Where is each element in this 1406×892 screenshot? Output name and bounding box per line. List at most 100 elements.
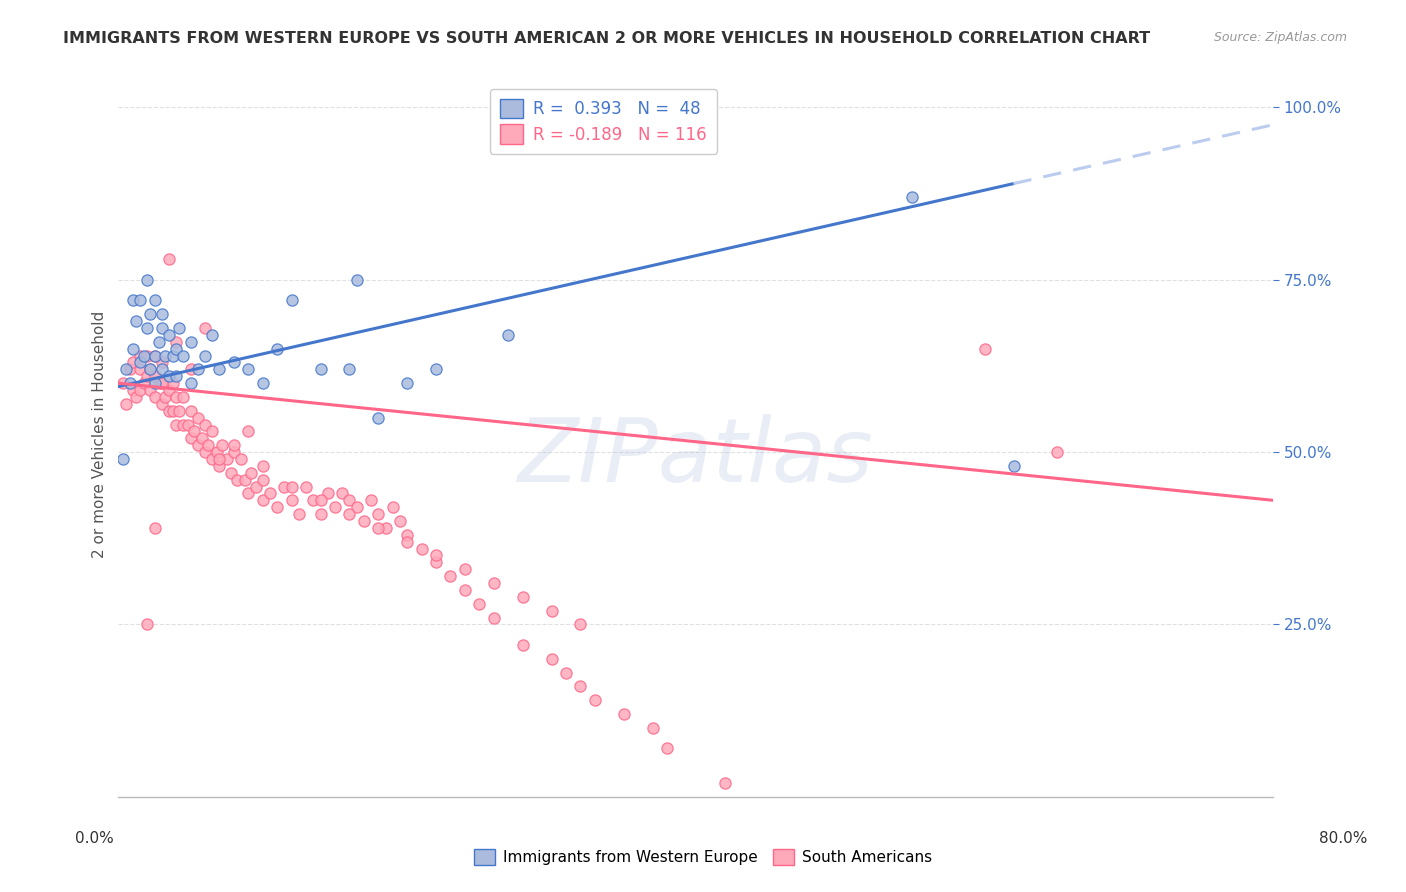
Point [266, 342, 288, 356]
Point [118, 376, 141, 391]
Point [111, 452, 134, 467]
Point [569, 680, 592, 694]
Point [194, 321, 217, 335]
Point [129, 293, 152, 308]
Point [136, 369, 159, 384]
Point [150, 321, 173, 335]
Point [139, 383, 162, 397]
Point [194, 417, 217, 432]
Point [205, 445, 228, 459]
Point [222, 355, 245, 369]
Text: Source: ZipAtlas.com: Source: ZipAtlas.com [1213, 31, 1347, 45]
Point [396, 534, 419, 549]
Point [129, 362, 152, 376]
Point [468, 597, 491, 611]
Point [388, 514, 411, 528]
Point [134, 376, 156, 391]
Point [367, 507, 389, 521]
Point [125, 390, 148, 404]
Point [613, 706, 636, 721]
Point [309, 362, 332, 376]
Point [901, 190, 924, 204]
Point [225, 473, 247, 487]
Point [208, 362, 231, 376]
Point [157, 252, 180, 266]
Point [157, 383, 180, 397]
Point [360, 493, 382, 508]
Point [973, 342, 995, 356]
Point [187, 362, 209, 376]
Point [165, 390, 187, 404]
Point [153, 349, 176, 363]
Point [512, 638, 534, 652]
Point [165, 334, 187, 349]
Point [240, 466, 263, 480]
Point [177, 417, 200, 432]
Point [238, 362, 260, 376]
Point [139, 362, 162, 376]
Point [396, 376, 419, 391]
Point [162, 376, 184, 391]
Point [162, 349, 184, 363]
Point [309, 493, 332, 508]
Point [165, 342, 187, 356]
Point [122, 342, 145, 356]
Point [439, 569, 461, 583]
Point [180, 403, 202, 417]
Point [167, 403, 190, 417]
Point [252, 458, 274, 473]
Legend: R =  0.393   N =  48, R = -0.189   N = 116: R = 0.393 N = 48, R = -0.189 N = 116 [491, 88, 717, 153]
Point [231, 452, 253, 467]
Point [330, 486, 353, 500]
Point [540, 652, 562, 666]
Point [353, 514, 375, 528]
Point [482, 610, 505, 624]
Point [201, 425, 224, 439]
Point [346, 500, 368, 515]
Point [157, 403, 180, 417]
Point [194, 445, 217, 459]
Point [238, 486, 260, 500]
Point [367, 410, 389, 425]
Point [339, 507, 361, 521]
Point [288, 507, 311, 521]
Point [222, 445, 245, 459]
Point [367, 521, 389, 535]
Point [411, 541, 433, 556]
Point [134, 349, 156, 363]
Point [374, 521, 396, 535]
Point [309, 507, 332, 521]
Point [139, 307, 162, 321]
Point [266, 500, 288, 515]
Point [114, 362, 136, 376]
Point [280, 293, 302, 308]
Point [259, 486, 281, 500]
Point [425, 549, 447, 563]
Point [150, 355, 173, 369]
Point [157, 369, 180, 384]
Point [136, 321, 159, 335]
Point [346, 273, 368, 287]
Point [425, 362, 447, 376]
Point [245, 479, 267, 493]
Point [339, 362, 361, 376]
Point [252, 376, 274, 391]
Point [211, 438, 233, 452]
Point [162, 403, 184, 417]
Point [143, 376, 166, 391]
Point [157, 327, 180, 342]
Point [222, 438, 245, 452]
Point [252, 493, 274, 508]
Point [512, 590, 534, 604]
Point [172, 390, 194, 404]
Point [280, 493, 302, 508]
Point [201, 327, 224, 342]
Point [201, 452, 224, 467]
Point [180, 362, 202, 376]
Text: 80.0%: 80.0% [1319, 831, 1367, 847]
Point [180, 431, 202, 445]
Point [150, 362, 173, 376]
Point [238, 425, 260, 439]
Point [148, 334, 170, 349]
Point [143, 390, 166, 404]
